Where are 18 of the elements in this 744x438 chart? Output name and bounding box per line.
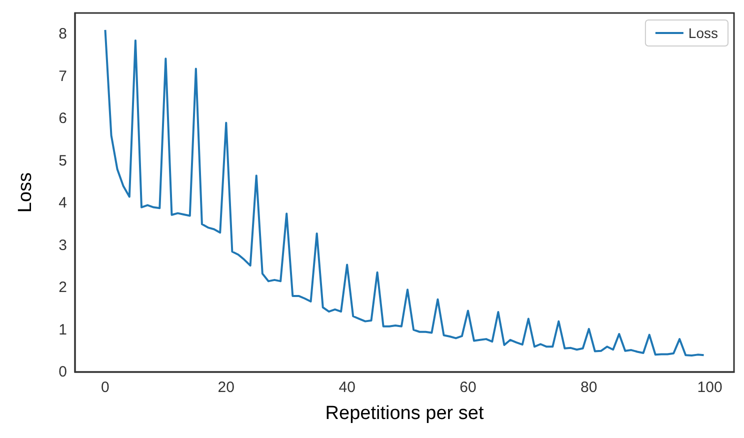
y-tick-label: 5 — [58, 152, 67, 170]
legend-label: Loss — [688, 25, 718, 41]
y-tick-label: 8 — [58, 26, 67, 43]
y-tick-label: 3 — [58, 236, 67, 254]
x-axis-title: Repetitions per set — [325, 403, 484, 424]
x-tick-label: 0 — [101, 379, 110, 396]
x-tick-label: 60 — [460, 379, 476, 396]
y-tick-label: 7 — [58, 68, 67, 85]
y-axis-title: Loss — [15, 172, 36, 213]
x-tick-label: 80 — [580, 379, 598, 396]
y-tick-label: 6 — [58, 110, 67, 128]
x-tick-label: 100 — [697, 379, 722, 396]
x-tick-label: 40 — [338, 379, 356, 396]
y-tick-label: 0 — [58, 364, 67, 380]
y-tick-label: 1 — [58, 321, 67, 338]
y-tick-label: 4 — [58, 194, 67, 212]
x-tick-label: 20 — [218, 379, 234, 396]
y-tick-label: 2 — [58, 279, 67, 296]
